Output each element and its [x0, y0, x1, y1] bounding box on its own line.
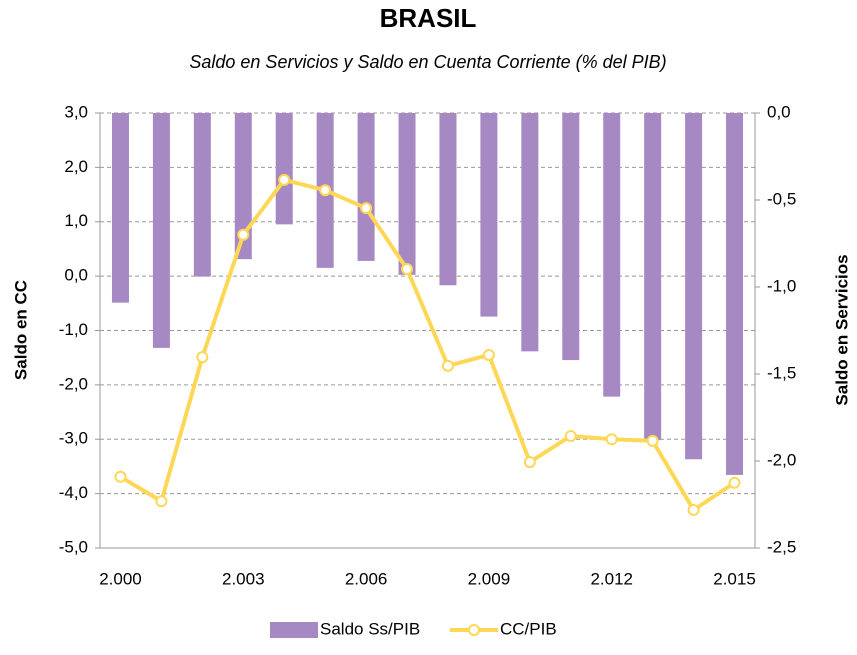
line-marker — [237, 228, 250, 241]
x-tick-label: 2.015 — [713, 569, 756, 588]
y-tick-label: -2,0 — [59, 374, 88, 393]
legend-swatch — [270, 622, 318, 638]
bar — [644, 113, 662, 441]
bar — [234, 113, 252, 260]
legend-label: CC/PIB — [500, 619, 557, 638]
y2-tick-label: -0,5 — [767, 189, 796, 208]
line-marker — [319, 184, 332, 197]
y2-axis-title: Saldo en Servicios — [832, 254, 851, 405]
bar — [603, 113, 621, 397]
legend-swatch — [468, 624, 480, 636]
line-marker — [482, 348, 495, 361]
line-marker — [523, 456, 536, 469]
y2-tick-label: 0,0 — [767, 102, 791, 121]
bar — [152, 113, 170, 348]
y-tick-label: -4,0 — [59, 483, 88, 502]
line-marker — [401, 263, 414, 276]
line-marker — [687, 503, 700, 516]
x-tick-label: 2.006 — [345, 569, 388, 588]
x-tick-label: 2.012 — [590, 569, 633, 588]
bar — [398, 113, 416, 275]
line-marker — [728, 476, 741, 489]
bar — [357, 113, 375, 261]
bar — [111, 113, 129, 303]
x-tick-label: 2.003 — [222, 569, 265, 588]
line-marker — [441, 359, 454, 372]
y-tick-label: -1,0 — [59, 320, 88, 339]
y2-tick-label: -1,0 — [767, 276, 796, 295]
bar — [726, 113, 744, 475]
bar — [480, 113, 498, 317]
bar — [685, 113, 703, 460]
line-marker — [155, 495, 168, 508]
legend-label: Saldo Ss/PIB — [320, 619, 420, 638]
line-marker — [564, 429, 577, 442]
bar — [275, 113, 293, 225]
y-tick-label: -5,0 — [59, 537, 88, 556]
line-marker — [605, 433, 618, 446]
chart-subtitle: Saldo en Servicios y Saldo en Cuenta Cor… — [189, 52, 666, 72]
line-marker — [196, 351, 209, 364]
chart-title: BRASIL — [380, 3, 477, 33]
y2-tick-label: -2,0 — [767, 450, 796, 469]
line-marker — [360, 202, 373, 215]
line-marker — [278, 173, 291, 186]
bar — [562, 113, 580, 361]
y2-tick-label: -1,5 — [767, 363, 796, 382]
x-tick-label: 2.009 — [468, 569, 511, 588]
y-tick-label: -3,0 — [59, 429, 88, 448]
bar — [521, 113, 539, 352]
y-tick-label: 3,0 — [64, 102, 88, 121]
line-marker — [114, 470, 127, 483]
y-tick-label: 1,0 — [64, 211, 88, 230]
bar — [439, 113, 457, 286]
y-tick-label: 0,0 — [64, 266, 88, 285]
line — [119, 177, 736, 512]
y-axis-title: Saldo en CC — [11, 280, 30, 380]
bar — [193, 113, 211, 277]
line-marker — [646, 434, 659, 447]
y-tick-label: 2,0 — [64, 157, 88, 176]
y2-tick-label: -2,5 — [767, 537, 796, 556]
x-tick-label: 2.000 — [99, 569, 142, 588]
